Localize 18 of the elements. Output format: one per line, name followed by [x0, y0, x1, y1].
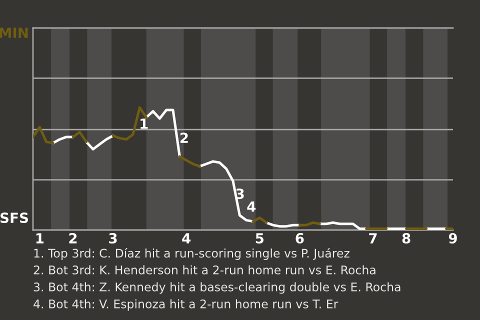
annotation: 2 — [180, 132, 188, 143]
x-tick-label: 6 — [296, 233, 304, 244]
x-tick-label: 9 — [448, 233, 457, 244]
x-tick-label: 4 — [182, 233, 191, 244]
text: 3. Bot 4th: Z. Kennedy hit a bases-clearing double vs E. Rocha — [34, 282, 400, 294]
x-tick-label: 1 — [36, 233, 44, 244]
x-tick-label: 8 — [402, 233, 410, 244]
text: 1. Top 3rd: C. Díaz hit a run-scoring single vs P. Juárez — [34, 248, 350, 260]
text: 4. Bot 4th: V. Espinoza hit a 2-run home run vs T. Er — [34, 299, 338, 311]
text: 2. Bot 3rd: K. Henderson hit a 2-run home run vs E. Rocha — [34, 265, 376, 274]
text: MIN — [0, 28, 28, 38]
x-tick-label: 5 — [256, 233, 264, 244]
text: SFS — [0, 212, 28, 224]
annotation: 4 — [247, 201, 256, 212]
x-tick-label: 2 — [69, 233, 77, 244]
x-tick-label: 7 — [369, 233, 377, 244]
annotation: 1 — [140, 118, 148, 129]
x-tick-label: 3 — [109, 233, 117, 244]
